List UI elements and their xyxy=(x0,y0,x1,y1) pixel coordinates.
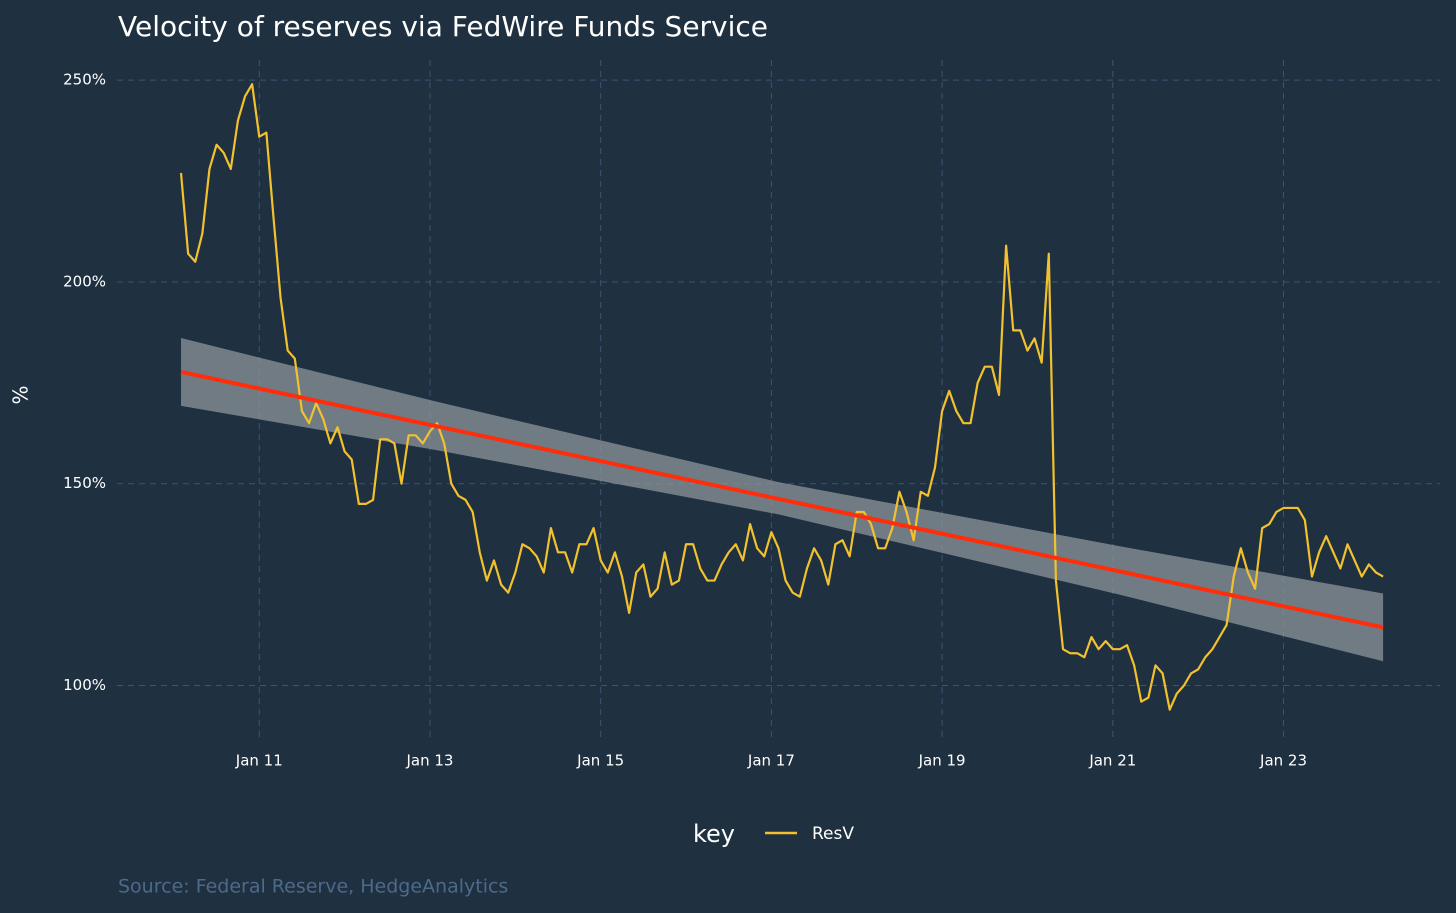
chart-title: Velocity of reserves via FedWire Funds S… xyxy=(118,10,768,43)
x-tick-label: Jan 23 xyxy=(1259,752,1307,770)
y-tick-label: 150% xyxy=(63,474,106,492)
legend-label: ResV xyxy=(812,824,854,844)
y-axis-label: % xyxy=(9,385,33,404)
y-tick-label: 200% xyxy=(63,272,106,290)
x-tick-label: Jan 17 xyxy=(747,752,795,770)
x-tick-label: Jan 13 xyxy=(405,752,453,770)
legend-title: key xyxy=(693,820,735,848)
x-tick-label: Jan 11 xyxy=(235,752,283,770)
data-line xyxy=(179,83,1384,711)
x-tick-label: Jan 15 xyxy=(576,752,624,770)
x-tick-label: Jan 19 xyxy=(918,752,966,770)
trend-line xyxy=(180,369,1384,630)
y-tick-label: 100% xyxy=(63,676,106,694)
y-tick-label: 250% xyxy=(63,71,106,89)
x-tick-label: Jan 21 xyxy=(1088,752,1136,770)
caption: Source: Federal Reserve, HedgeAnalytics xyxy=(118,876,508,898)
